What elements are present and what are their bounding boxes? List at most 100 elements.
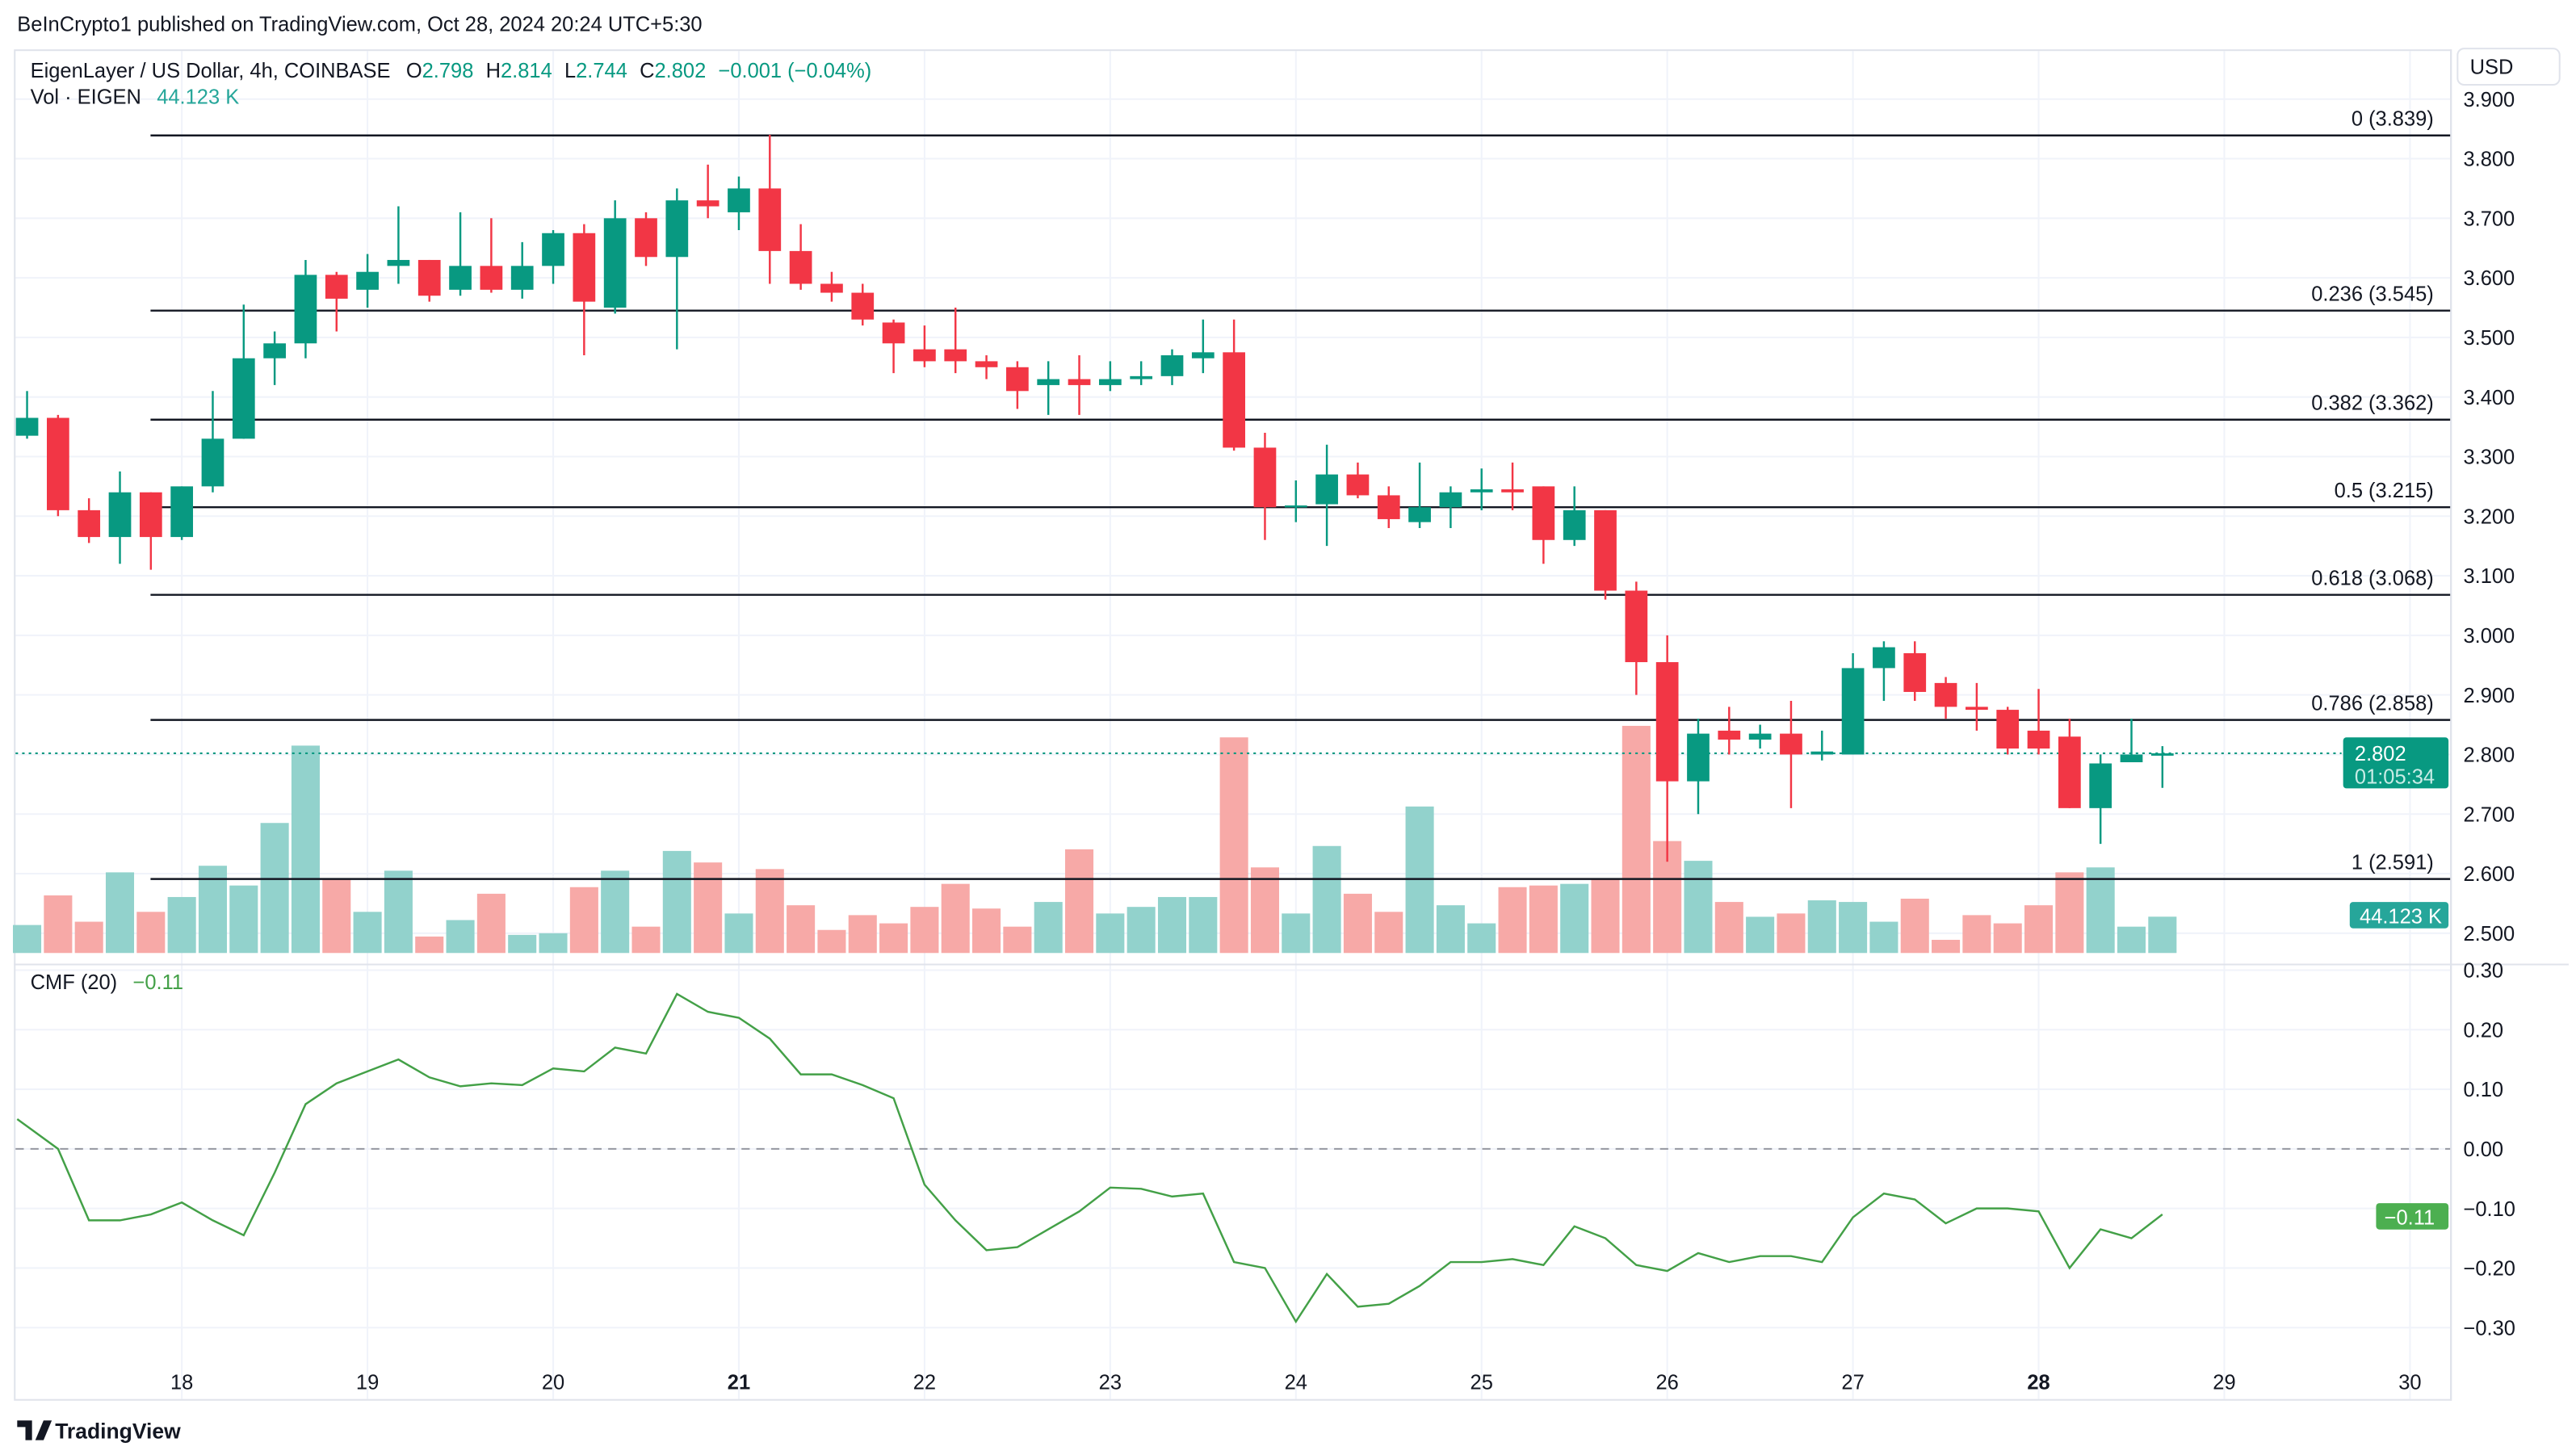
volume-bar: [1282, 913, 1311, 954]
volume-badge: 44.123 K: [2349, 902, 2449, 929]
tradingview-logo[interactable]: TradingView: [17, 1419, 181, 1444]
volume-bar: [1622, 725, 1651, 954]
candle-down: [1718, 730, 1741, 740]
candle-up: [1810, 751, 1834, 755]
bar-countdown: 01:05:34: [2355, 765, 2435, 788]
candle-down: [1780, 733, 1802, 755]
cmf-tick-label: 0.00: [2463, 1138, 2503, 1161]
candle-down: [913, 349, 936, 362]
candle-up: [542, 233, 564, 266]
candle-up: [510, 266, 534, 290]
volume-bar: [941, 883, 970, 954]
volume-bar: [1560, 883, 1589, 954]
candle-down: [944, 349, 967, 362]
volume-bar: [1096, 913, 1125, 954]
volume-bar: [694, 862, 723, 954]
volume-bar: [1064, 849, 1094, 954]
cmf-tick-label: 0.10: [2463, 1079, 2503, 1101]
candle-up: [387, 259, 410, 266]
candle-down: [851, 292, 875, 320]
candle-down: [47, 417, 69, 510]
candle-down: [1253, 447, 1277, 508]
volume-bar: [384, 870, 413, 954]
candle-down: [1532, 486, 1555, 540]
candle-up: [2150, 753, 2174, 756]
candle-up: [1873, 647, 1895, 669]
candle-down: [1223, 352, 1245, 448]
volume-bar: [229, 885, 258, 954]
cmf-legend: CMF (20) −0.11: [31, 971, 183, 994]
volume-bar: [2117, 926, 2146, 954]
volume-bar: [198, 866, 228, 954]
close-value: 2.802: [655, 60, 707, 82]
candle-up: [356, 271, 379, 290]
price-tick-label: 3.900: [2463, 89, 2515, 111]
volume-bar: [2055, 872, 2084, 954]
candle-up: [108, 492, 132, 538]
legend-ohlc: EigenLayer / US Dollar, 4h, COINBASE O2.…: [31, 60, 872, 82]
chart-frame: [14, 49, 2452, 1401]
time-tick-label: 28: [2027, 1371, 2049, 1394]
candle-up: [1191, 352, 1215, 359]
candle-down: [696, 200, 720, 207]
volume-bar: [260, 823, 289, 954]
price-tick-label: 2.700: [2463, 803, 2515, 826]
fib-level-label: 0.382 (3.362): [2311, 392, 2434, 414]
candle-up: [2120, 754, 2143, 763]
candle-down: [635, 218, 657, 258]
time-tick-label: 27: [1841, 1371, 1864, 1394]
cmf-tick-label: −0.20: [2463, 1258, 2515, 1281]
candle-down: [1934, 682, 1957, 707]
time-tick-label: 20: [542, 1371, 564, 1394]
currency-button[interactable]: USD: [2456, 48, 2561, 86]
candle-down: [1377, 495, 1400, 519]
candle-up: [1687, 733, 1710, 782]
cmf-pane: [15, 992, 2451, 1324]
cmf-badge: −0.11: [2376, 1203, 2449, 1230]
volume-bar: [1343, 893, 1372, 954]
candle-up: [603, 218, 627, 308]
volume-bar: [1777, 913, 1806, 954]
volume-bar: [13, 925, 42, 954]
volume-bar: [787, 905, 816, 954]
candle-up: [1130, 375, 1153, 379]
time-tick-label: 25: [1471, 1371, 1493, 1394]
h-label: H: [486, 60, 501, 82]
price-tick-label: 2.900: [2463, 685, 2515, 707]
volume-bar: [1869, 921, 1898, 954]
volume-bar: [1591, 878, 1620, 954]
volume-bar: [1839, 902, 1868, 954]
time-tick-label: 26: [1655, 1371, 1678, 1394]
volume-bar: [1900, 899, 1929, 954]
candle-down: [2027, 730, 2050, 749]
price-tick-label: 3.800: [2463, 149, 2515, 171]
l-label: L: [564, 60, 576, 82]
high-value: 2.814: [501, 60, 552, 82]
symbol-title: EigenLayer / US Dollar, 4h, COINBASE: [31, 60, 391, 82]
volume-bar: [910, 907, 939, 954]
volume-bar: [2148, 916, 2177, 954]
candle-up: [170, 486, 194, 538]
volume-label: Vol · EIGEN: [31, 86, 141, 108]
price-tick-label: 3.700: [2463, 208, 2515, 230]
volume-bar: [1932, 939, 1961, 954]
price-tick-label: 2.800: [2463, 744, 2515, 767]
candle-down: [1501, 489, 1524, 493]
axes: 2.500 2.600 2.700 2.800 2.900 3.000 3.100 3.200…: [170, 89, 2515, 1394]
candle-down: [480, 266, 503, 290]
cmf-tick-label: 0.30: [2463, 960, 2503, 983]
candle-up: [294, 275, 317, 344]
price-tick-label: 3.400: [2463, 387, 2515, 409]
candle-down: [139, 492, 162, 538]
volume-bar: [74, 921, 103, 954]
candle-up: [1284, 505, 1307, 508]
price-tick-label: 3.000: [2463, 625, 2515, 648]
volume-bar: [972, 908, 1001, 954]
volume-bar: [817, 929, 846, 954]
volume-bar: [1034, 902, 1063, 954]
candle-up: [1160, 355, 1184, 376]
fibonacci-levels[interactable]: 0 (3.839) 0.236 (3.545) 0.382 (3.362) 0.5 (…: [15, 107, 2451, 880]
candle-down: [1594, 509, 1617, 591]
last-price: 2.802: [2355, 743, 2406, 765]
